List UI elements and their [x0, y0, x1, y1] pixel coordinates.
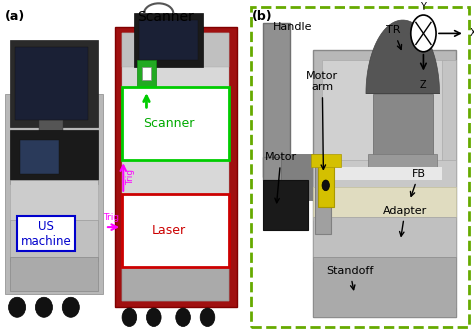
Bar	[318, 160, 334, 207]
Bar	[281, 154, 322, 200]
Text: X: X	[469, 28, 474, 38]
Bar	[313, 187, 456, 220]
Bar	[442, 60, 456, 307]
Text: Trig: Trig	[126, 169, 135, 185]
Bar	[313, 160, 456, 187]
Bar	[137, 60, 156, 87]
Text: Scanner: Scanner	[137, 10, 194, 24]
Text: Z: Z	[420, 80, 427, 90]
Text: TR: TR	[386, 25, 401, 49]
Bar	[122, 194, 229, 267]
Text: (b): (b)	[252, 10, 273, 23]
Text: Handle: Handle	[273, 22, 312, 32]
Bar	[263, 23, 290, 177]
Text: Motor
arm: Motor arm	[306, 70, 338, 169]
Bar	[19, 140, 59, 174]
Bar	[134, 13, 202, 67]
Ellipse shape	[9, 297, 26, 317]
Circle shape	[411, 15, 436, 52]
Polygon shape	[366, 20, 439, 94]
Bar	[122, 33, 229, 301]
Text: Y: Y	[420, 2, 426, 12]
Bar	[115, 27, 237, 307]
Bar	[10, 180, 98, 224]
Ellipse shape	[62, 297, 79, 317]
Bar	[368, 154, 437, 167]
Ellipse shape	[200, 308, 215, 327]
Bar	[263, 180, 309, 230]
Circle shape	[322, 180, 329, 191]
Text: Motor: Motor	[265, 152, 297, 203]
Bar	[122, 87, 229, 160]
Ellipse shape	[176, 308, 191, 327]
Bar	[311, 154, 341, 167]
Bar	[10, 40, 98, 127]
Text: US
machine: US machine	[21, 220, 72, 248]
Bar	[313, 257, 456, 317]
Bar	[263, 157, 322, 180]
Text: (a): (a)	[5, 10, 25, 23]
Bar	[15, 47, 88, 120]
Bar	[39, 120, 64, 140]
Text: Standoff: Standoff	[326, 266, 374, 290]
Bar	[10, 130, 98, 184]
Bar	[122, 33, 229, 67]
Ellipse shape	[146, 308, 161, 327]
Bar	[122, 267, 229, 301]
Ellipse shape	[36, 297, 53, 317]
Bar	[10, 257, 98, 291]
Text: Adapter: Adapter	[383, 206, 427, 236]
Ellipse shape	[122, 308, 137, 327]
Bar	[139, 20, 198, 60]
Bar	[142, 67, 151, 80]
Bar	[322, 167, 442, 180]
Bar	[315, 160, 331, 234]
Bar	[10, 220, 98, 261]
Bar	[313, 50, 456, 317]
Text: Trig: Trig	[103, 213, 119, 222]
Text: Laser: Laser	[151, 224, 185, 237]
Bar	[5, 94, 102, 294]
Text: Scanner: Scanner	[143, 117, 194, 130]
Bar	[322, 60, 447, 307]
Bar	[373, 94, 433, 160]
Bar	[313, 217, 456, 261]
Text: FB: FB	[410, 169, 426, 196]
